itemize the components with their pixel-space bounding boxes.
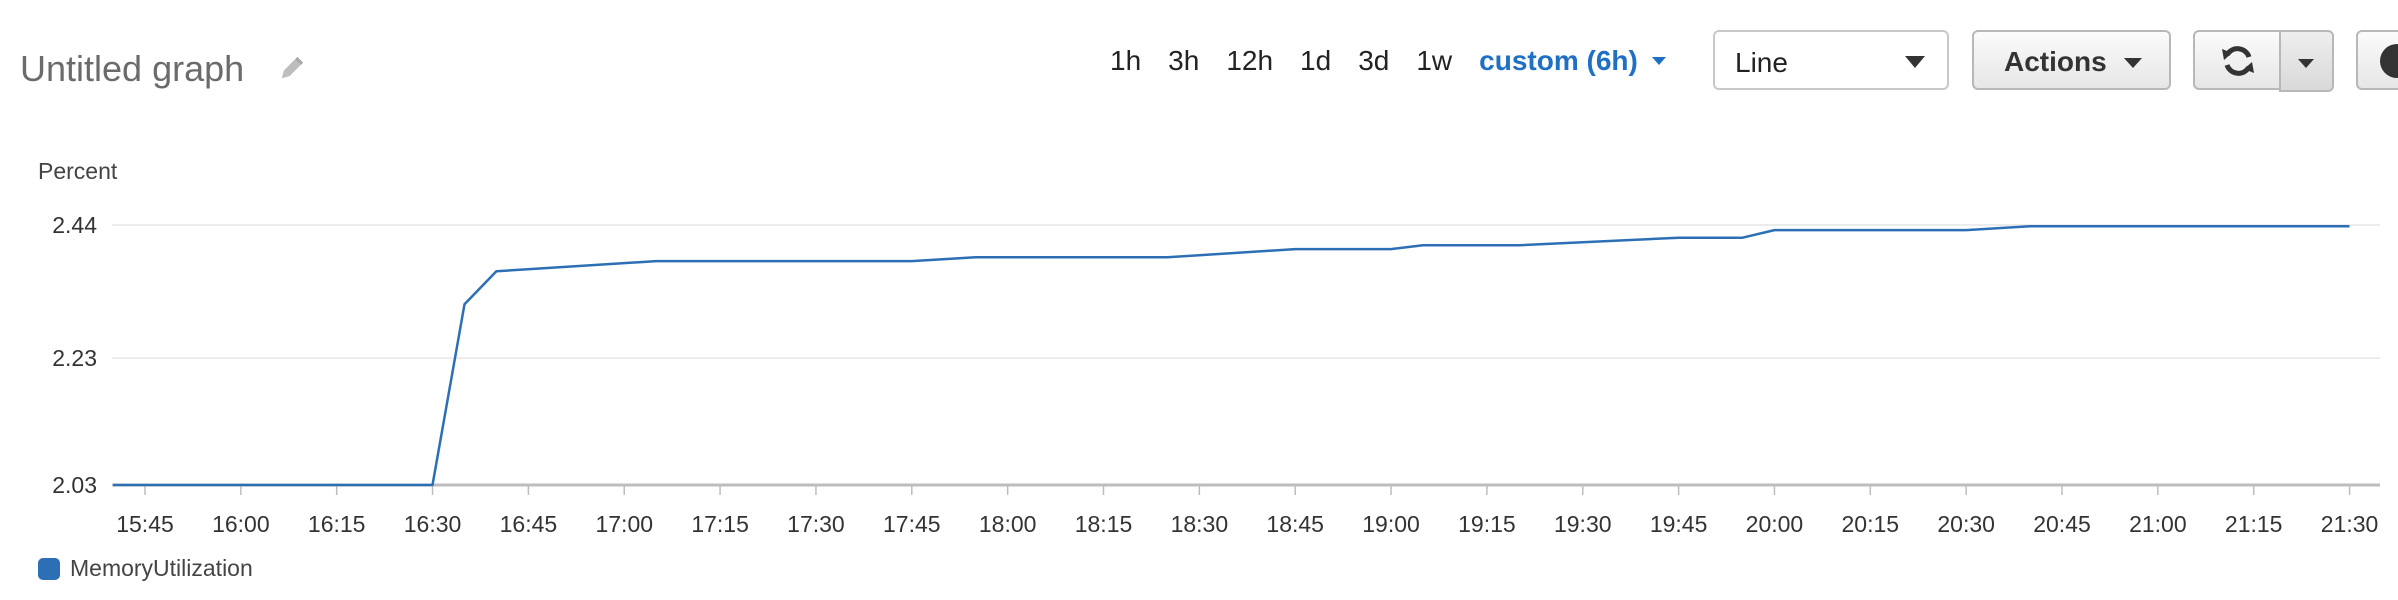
- x-tick-label: 16:15: [308, 511, 366, 537]
- x-tick-label: 20:45: [2033, 511, 2091, 537]
- x-tick-label: 16:30: [404, 511, 462, 537]
- series-line-memory-utilization: [113, 226, 2349, 485]
- x-tick-label: 19:30: [1554, 511, 1612, 537]
- chart-legend: MemoryUtilization: [38, 555, 253, 582]
- y-tick-label: 2.23: [52, 345, 97, 371]
- y-tick-label: 2.03: [52, 472, 97, 498]
- x-tick-label: 16:00: [212, 511, 270, 537]
- x-tick-label: 18:45: [1266, 511, 1324, 537]
- memory-utilization-chart: 2.44 2.23 2.03 15:45 16:00 16:15 16:30 16:45 17…: [0, 0, 2398, 560]
- x-tick-label: 19:15: [1458, 511, 1516, 537]
- x-tick-label: 20:00: [1746, 511, 1804, 537]
- x-tick-label: 19:45: [1650, 511, 1708, 537]
- x-tick-label: 21:00: [2129, 511, 2187, 537]
- x-tick-label: 18:30: [1171, 511, 1229, 537]
- x-tick-label: 17:30: [787, 511, 845, 537]
- x-tick-label: 20:30: [1937, 511, 1995, 537]
- x-tick-label: 16:45: [500, 511, 558, 537]
- x-tick-label: 18:00: [979, 511, 1037, 537]
- legend-swatch: [38, 558, 60, 580]
- x-tick-label: 17:00: [595, 511, 653, 537]
- x-tick-label: 17:45: [883, 511, 941, 537]
- x-tick-label: 20:15: [1842, 511, 1900, 537]
- legend-label: MemoryUtilization: [70, 555, 253, 582]
- x-tick-label: 15:45: [116, 511, 174, 537]
- x-tick-label: 21:15: [2225, 511, 2283, 537]
- x-tick-label: 17:15: [691, 511, 749, 537]
- x-tick-label: 19:00: [1362, 511, 1420, 537]
- x-tick-label: 21:30: [2321, 511, 2379, 537]
- x-tick-label: 18:15: [1075, 511, 1133, 537]
- y-tick-label: 2.44: [52, 212, 97, 238]
